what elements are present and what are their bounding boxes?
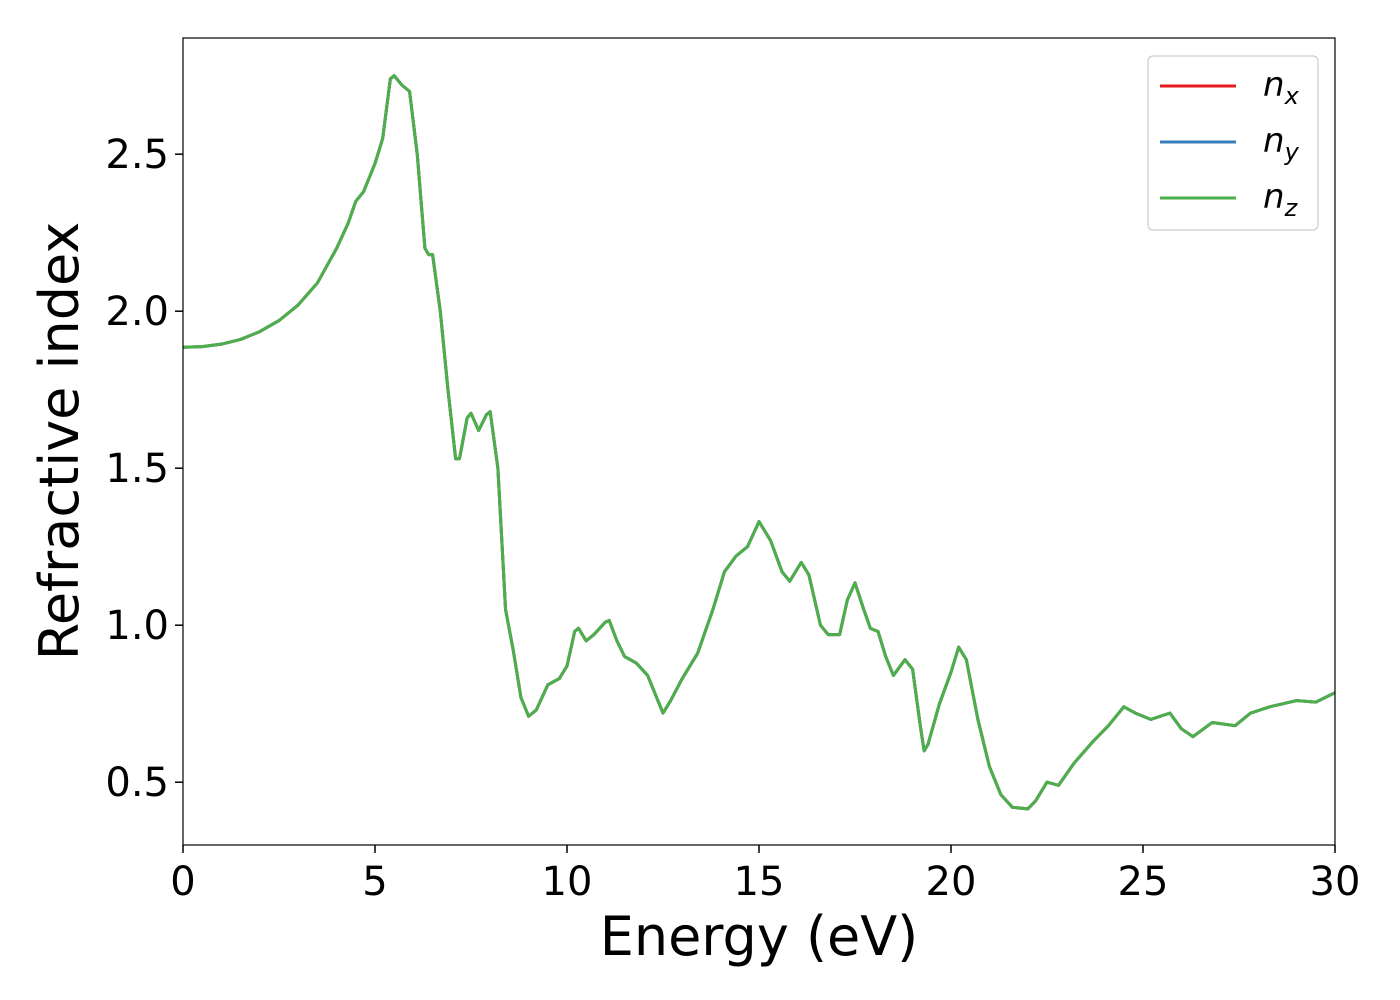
y-tick-label: 0.5 (105, 760, 169, 806)
legend-label-main: n (1263, 65, 1285, 105)
y-tick-label: 1.5 (105, 446, 169, 492)
y-tick-label: 1.0 (105, 603, 169, 649)
legend-label-main: n (1263, 177, 1285, 217)
legend-label: nz (1263, 177, 1299, 222)
x-axis-label: Energy (eV) (600, 905, 919, 968)
legend-label-main: n (1263, 121, 1285, 161)
x-tick-label: 0 (170, 859, 195, 905)
x-tick-label: 10 (542, 859, 593, 905)
x-tick-label: 25 (1118, 859, 1169, 905)
plot-frame (182, 37, 1336, 846)
y-tick-label: 2.5 (105, 132, 169, 178)
line (183, 74, 1335, 811)
y-tick-label: 2.0 (105, 289, 169, 335)
x-tick-label: 15 (734, 859, 785, 905)
legend-label: ny (1263, 121, 1300, 166)
legend-label-sub: z (1284, 194, 1299, 222)
x-tick-label: 30 (1310, 859, 1361, 905)
y-axis-label: Refractive index (28, 222, 91, 661)
legend-label-sub: y (1284, 138, 1300, 166)
legend-label: nx (1263, 65, 1300, 110)
x-tick-label: 5 (362, 859, 387, 905)
x-tick-label: 20 (926, 859, 977, 905)
legend-label-sub: x (1284, 82, 1300, 110)
